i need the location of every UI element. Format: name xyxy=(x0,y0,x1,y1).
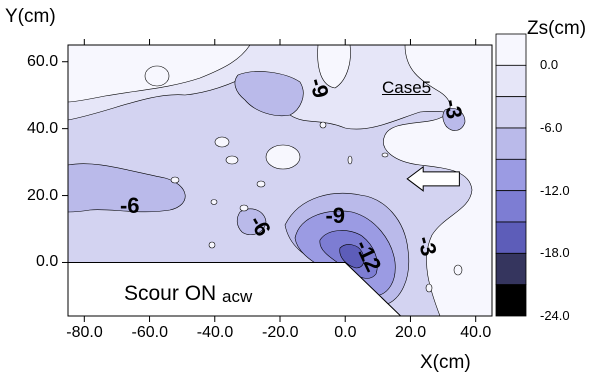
x-tick-label: 0.0 xyxy=(334,324,356,342)
small-contour xyxy=(257,181,265,187)
colorbar-swatch xyxy=(496,159,526,190)
colorbar-swatch xyxy=(496,65,526,96)
x-tick-label: -80.0 xyxy=(66,324,102,342)
colorbar xyxy=(496,34,526,316)
x-tick-label: -60.0 xyxy=(132,324,168,342)
y-tick-label: 20.0 xyxy=(27,187,58,205)
y-tick-label: 0.0 xyxy=(36,253,58,271)
structure-label-sub: acw xyxy=(222,287,252,306)
small-contour xyxy=(215,137,229,147)
colorbar-tick-label: -6.0 xyxy=(540,120,562,135)
colorbar-title: Zs(cm) xyxy=(527,18,586,40)
colorbar-swatch xyxy=(496,191,526,222)
contour-label: -9 xyxy=(325,203,345,229)
small-contour xyxy=(171,177,179,183)
small-contour xyxy=(240,205,248,211)
colorbar-swatch xyxy=(496,222,526,253)
small-contour xyxy=(426,284,432,292)
contour-label: -6 xyxy=(120,193,140,219)
y-tick-label: 60.0 xyxy=(27,53,58,71)
small-contour xyxy=(348,156,352,164)
small-contour xyxy=(382,153,388,157)
small-contour xyxy=(320,122,326,128)
x-tick-label: 40.0 xyxy=(460,324,491,342)
small-contour xyxy=(145,66,169,86)
colorbar-swatch xyxy=(496,128,526,159)
colorbar-swatch xyxy=(496,253,526,284)
colorbar-tick-label: -18.0 xyxy=(540,245,570,260)
colorbar-swatch xyxy=(496,97,526,128)
colorbar-swatch xyxy=(496,34,526,65)
colorbar-tick-label: 0.0 xyxy=(540,57,558,72)
colorbar-swatch xyxy=(496,285,526,316)
x-tick-label: 20.0 xyxy=(395,324,426,342)
contour-label: -3 xyxy=(438,97,467,121)
x-tick-label: -40.0 xyxy=(197,324,233,342)
colorbar-tick-label: -24.0 xyxy=(540,308,570,323)
small-contour xyxy=(266,145,300,169)
structure-label: Scour ON acw xyxy=(124,282,252,306)
x-tick-label: -20.0 xyxy=(262,324,298,342)
y-axis-title: Y(cm) xyxy=(5,6,56,28)
x-axis-title: X(cm) xyxy=(420,352,471,374)
small-contour xyxy=(454,265,462,275)
small-contour xyxy=(209,242,215,248)
case-label: Case5 xyxy=(382,78,431,98)
colorbar-tick-label: -12.0 xyxy=(540,183,570,198)
y-axis-ticks xyxy=(62,62,68,263)
small-contour xyxy=(226,156,238,164)
structure-label-main: Scour ON xyxy=(124,282,222,305)
small-contour xyxy=(211,200,217,205)
y-tick-label: 40.0 xyxy=(27,120,58,138)
